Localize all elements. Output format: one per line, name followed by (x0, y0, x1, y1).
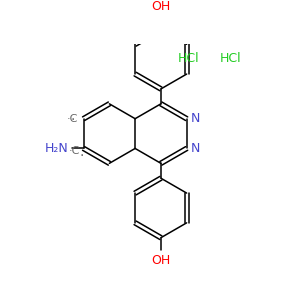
Text: OH: OH (151, 0, 170, 13)
Text: HCl: HCl (220, 52, 241, 65)
Text: H₂N: H₂N (45, 142, 69, 155)
Text: N: N (191, 112, 200, 125)
Text: ·: · (80, 149, 84, 163)
Text: N: N (191, 142, 200, 155)
Text: OH: OH (151, 254, 170, 267)
Text: HCl: HCl (178, 52, 200, 65)
Text: ·C: ·C (66, 114, 78, 124)
Text: ·: · (71, 113, 75, 127)
Text: ·C: ·C (69, 146, 81, 156)
